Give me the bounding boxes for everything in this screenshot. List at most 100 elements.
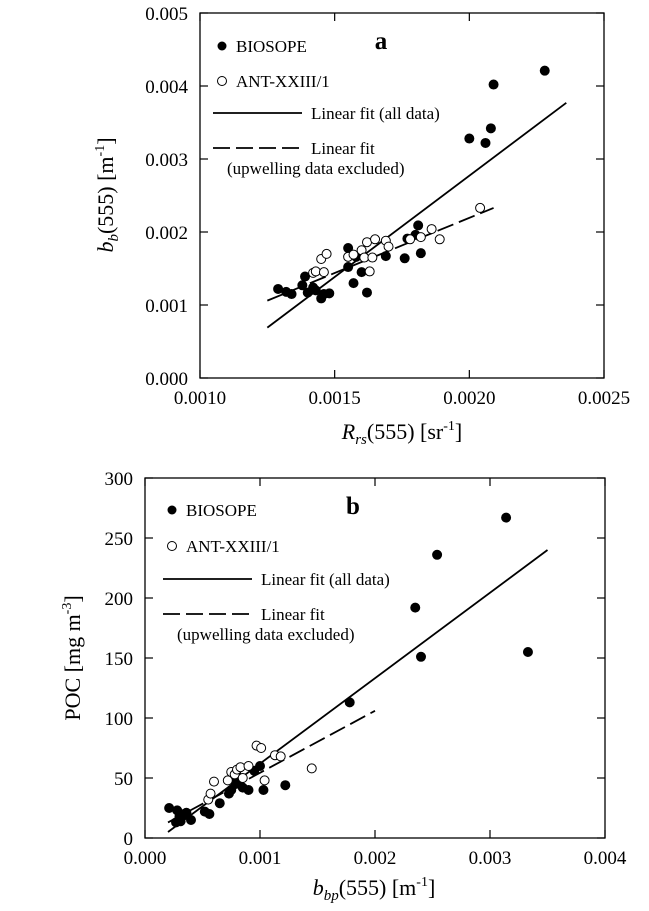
y-ticks-b: 0 50 100 150 200 250 300 [105, 469, 605, 850]
y-tick-label: 0.003 [145, 150, 188, 171]
point-biosope [348, 278, 359, 289]
x-tick-label: 0.003 [469, 848, 512, 869]
x-axis-label-b: bbp(555) [m-1] [313, 875, 436, 904]
fit-line-all-data [167, 549, 549, 833]
point-ant-xxiii [237, 773, 248, 783]
panel-letter-a: a [375, 28, 388, 55]
point-biosope [181, 807, 192, 818]
x-tick-label: 0.0015 [309, 388, 361, 409]
fit-line-upwelling-excluded [266, 207, 494, 302]
point-ant-xxiii [306, 763, 317, 774]
point-biosope [413, 220, 424, 231]
point-biosope [186, 815, 196, 825]
point-ant-xxiii [364, 266, 375, 277]
point-biosope [410, 602, 421, 613]
panel-letter-b: b [346, 493, 360, 520]
x-tick-label: 0.000 [124, 848, 167, 869]
point-biosope [522, 647, 533, 657]
x-tick-label: 0.0025 [578, 388, 630, 409]
point-ant-xxiii [205, 788, 216, 799]
point-biosope [501, 512, 512, 523]
x-tick-label: 0.002 [354, 848, 397, 869]
legend-label-fit-excluded-note: (upwelling data excluded) [227, 159, 405, 178]
y-tick-label: 0.002 [145, 223, 188, 244]
marks-b [164, 512, 549, 833]
legend-label-fit-all: Linear fit (all data) [311, 104, 440, 123]
x-tick-label: 0.001 [239, 848, 282, 869]
point-biosope [297, 280, 308, 291]
point-biosope [416, 651, 426, 662]
point-ant-xxiii [434, 234, 445, 245]
y-axis-label-b: POC [mg m-3] [60, 595, 85, 720]
legend-marker-ant [217, 76, 227, 86]
y-tick-label: 0.004 [145, 77, 188, 98]
point-biosope [343, 262, 354, 273]
point-ant-xxiii [348, 249, 359, 260]
point-ant-xxiii [235, 762, 246, 773]
legend-label-fit-all: Linear fit (all data) [261, 570, 390, 589]
point-ant-xxiii [415, 232, 426, 243]
point-biosope [488, 79, 499, 90]
point-biosope [243, 785, 254, 795]
point-biosope [255, 761, 265, 771]
point-ant-xxiii [475, 202, 486, 213]
legend-label-fit-excluded: Linear fit [311, 139, 375, 158]
y-tick-label: 100 [105, 709, 134, 730]
y-ticks-a: 0.000 0.001 0.002 0.003 0.004 0.005 [145, 4, 604, 390]
fit-line-upwelling-excluded [167, 710, 376, 824]
point-ant-xxiii [275, 751, 286, 762]
point-biosope [258, 785, 269, 795]
point-biosope [380, 251, 391, 262]
legend-marker-ant [167, 541, 177, 551]
legend-a: BIOSOPE ANT-XXIII/1 Linear fit (all data… [213, 37, 440, 178]
point-ant-xxiii [256, 743, 267, 753]
point-biosope [324, 288, 335, 299]
point-ant-xxiii [367, 252, 378, 263]
x-axis-label-a: Rrs(555) [sr-1] [341, 419, 463, 448]
point-biosope [415, 248, 426, 259]
x-ticks-a: 0.0010 0.0015 0.0020 0.0025 [174, 13, 630, 409]
y-tick-label: 50 [114, 769, 133, 790]
marks-a [266, 65, 567, 329]
legend-label-biosope: BIOSOPE [186, 501, 257, 520]
x-ticks-b: 0.000 0.001 0.002 0.003 0.004 [124, 478, 627, 869]
legend-label-ant: ANT-XXIII/1 [186, 537, 280, 556]
legend-label-fit-excluded-note: (upwelling data excluded) [177, 625, 355, 644]
y-axis-label-a: bb(555) [m-1] [93, 137, 122, 252]
point-ant-xxiii [370, 234, 381, 245]
point-ant-xxiii [318, 267, 329, 278]
y-tick-label: 0.001 [145, 296, 188, 317]
legend-marker-biosope [217, 41, 227, 51]
legend-label-fit-excluded: Linear fit [261, 605, 325, 624]
y-tick-label: 0.000 [145, 369, 188, 390]
legend-b: BIOSOPE ANT-XXIII/1 Linear fit (all data… [163, 501, 390, 644]
point-biosope [485, 123, 496, 134]
point-biosope [344, 697, 355, 708]
point-ant-xxiii [321, 248, 332, 259]
x-tick-label: 0.0020 [443, 388, 495, 409]
panel-b: BIOSOPE ANT-XXIII/1 Linear fit (all data… [60, 469, 627, 904]
point-biosope [310, 285, 321, 296]
point-ant-xxiii [426, 224, 437, 235]
point-biosope [214, 798, 225, 809]
y-tick-label: 200 [105, 589, 134, 610]
point-biosope [399, 253, 410, 264]
y-tick-label: 300 [105, 469, 134, 490]
legend-label-biosope: BIOSOPE [236, 37, 307, 56]
point-biosope [480, 137, 491, 148]
point-ant-xxiii [209, 776, 219, 787]
point-biosope [464, 133, 475, 144]
legend-marker-biosope [167, 505, 177, 515]
y-tick-label: 250 [105, 529, 134, 550]
point-biosope [300, 271, 311, 282]
point-ant-xxiii [259, 775, 270, 786]
point-ant-xxiii [383, 241, 394, 252]
point-biosope [280, 780, 291, 791]
plot-frame-a [199, 12, 605, 379]
point-biosope [286, 289, 297, 300]
point-biosope [361, 287, 372, 298]
x-tick-label: 0.0010 [174, 388, 226, 409]
y-tick-label: 150 [105, 649, 134, 670]
point-biosope [204, 809, 215, 819]
